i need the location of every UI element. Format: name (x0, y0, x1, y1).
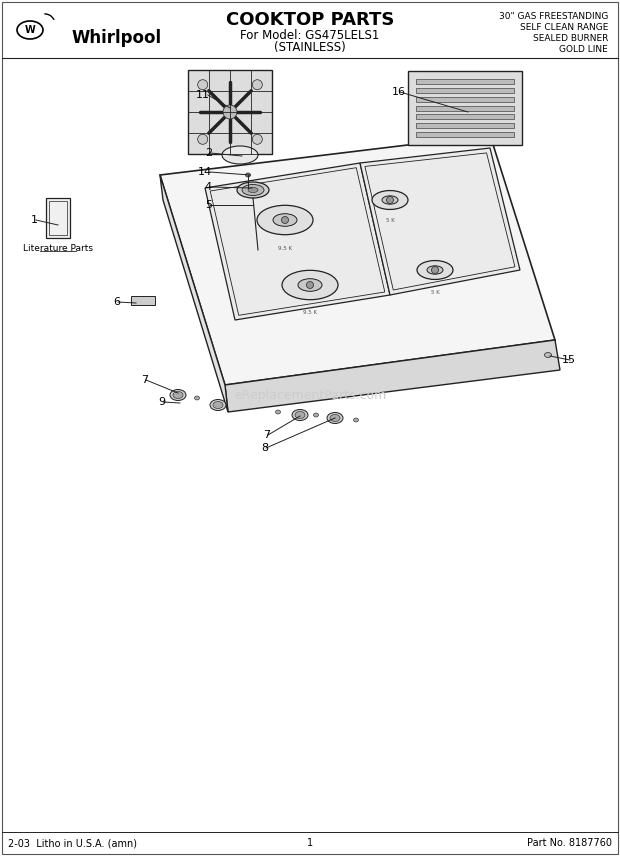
Ellipse shape (198, 134, 208, 145)
Ellipse shape (372, 191, 408, 210)
Text: For Model: GS475LELS1: For Model: GS475LELS1 (241, 28, 379, 41)
Text: GOLD LINE: GOLD LINE (559, 45, 608, 54)
Ellipse shape (252, 80, 262, 90)
Text: W: W (25, 25, 35, 35)
Text: 14: 14 (198, 167, 212, 177)
Ellipse shape (314, 413, 319, 417)
FancyBboxPatch shape (46, 198, 70, 238)
Ellipse shape (327, 413, 343, 424)
Ellipse shape (246, 173, 250, 177)
Text: SEALED BURNER: SEALED BURNER (533, 34, 608, 43)
Ellipse shape (275, 410, 280, 414)
Text: Part No. 8187760: Part No. 8187760 (527, 838, 612, 848)
Ellipse shape (427, 266, 443, 274)
Ellipse shape (195, 396, 200, 400)
Ellipse shape (353, 418, 358, 422)
Text: 11: 11 (196, 90, 210, 100)
Ellipse shape (298, 279, 322, 291)
Ellipse shape (223, 105, 237, 119)
Ellipse shape (382, 196, 398, 205)
Ellipse shape (237, 182, 269, 198)
Ellipse shape (432, 266, 438, 274)
Ellipse shape (544, 353, 552, 358)
Text: (STAINLESS): (STAINLESS) (274, 40, 346, 54)
Text: 2: 2 (205, 148, 212, 158)
Text: 6: 6 (113, 297, 120, 307)
Text: 16: 16 (392, 87, 406, 97)
FancyBboxPatch shape (416, 132, 514, 137)
Polygon shape (360, 148, 520, 295)
Ellipse shape (173, 391, 183, 399)
Text: 2-03  Litho in U.S.A. (amn): 2-03 Litho in U.S.A. (amn) (8, 838, 137, 848)
Text: 1: 1 (307, 838, 313, 848)
Ellipse shape (295, 412, 305, 419)
FancyBboxPatch shape (416, 80, 514, 84)
Text: eReplacementParts.com: eReplacementParts.com (234, 389, 386, 401)
FancyBboxPatch shape (416, 123, 514, 128)
Polygon shape (160, 135, 555, 385)
Ellipse shape (306, 282, 314, 288)
Ellipse shape (210, 400, 226, 411)
Text: 1: 1 (31, 215, 38, 225)
Text: 4: 4 (205, 182, 212, 192)
Ellipse shape (273, 214, 297, 226)
Text: SELF CLEAN RANGE: SELF CLEAN RANGE (520, 23, 608, 32)
Ellipse shape (282, 270, 338, 300)
Ellipse shape (386, 197, 394, 204)
Ellipse shape (222, 146, 258, 164)
Text: 9.5 K: 9.5 K (278, 246, 292, 251)
Ellipse shape (281, 217, 288, 223)
FancyBboxPatch shape (188, 70, 272, 154)
Text: 5 K: 5 K (386, 217, 394, 223)
Ellipse shape (292, 409, 308, 420)
Text: 5 K: 5 K (431, 289, 440, 294)
FancyBboxPatch shape (131, 296, 155, 305)
Ellipse shape (257, 205, 313, 235)
Ellipse shape (198, 80, 208, 90)
FancyBboxPatch shape (416, 105, 514, 110)
Ellipse shape (170, 389, 186, 401)
FancyBboxPatch shape (416, 97, 514, 102)
FancyBboxPatch shape (416, 114, 514, 119)
Polygon shape (160, 175, 228, 412)
Ellipse shape (242, 185, 264, 195)
Text: COOKTOP PARTS: COOKTOP PARTS (226, 11, 394, 29)
Text: Whirlpool: Whirlpool (72, 29, 162, 47)
Text: 8: 8 (261, 443, 268, 453)
Text: 30" GAS FREESTANDING: 30" GAS FREESTANDING (498, 12, 608, 21)
Ellipse shape (252, 134, 262, 145)
FancyBboxPatch shape (416, 88, 514, 93)
Ellipse shape (417, 260, 453, 279)
Polygon shape (225, 340, 560, 412)
FancyBboxPatch shape (408, 71, 522, 145)
Ellipse shape (330, 414, 340, 421)
Ellipse shape (248, 187, 258, 193)
Ellipse shape (213, 401, 223, 408)
Text: 9.5 K: 9.5 K (303, 310, 317, 314)
Polygon shape (205, 163, 390, 320)
Text: 7: 7 (141, 375, 148, 385)
Text: 15: 15 (562, 355, 576, 365)
Text: 9: 9 (158, 397, 165, 407)
Text: 5: 5 (205, 200, 212, 210)
Text: Literature Parts: Literature Parts (23, 243, 93, 253)
Text: 7: 7 (263, 430, 270, 440)
